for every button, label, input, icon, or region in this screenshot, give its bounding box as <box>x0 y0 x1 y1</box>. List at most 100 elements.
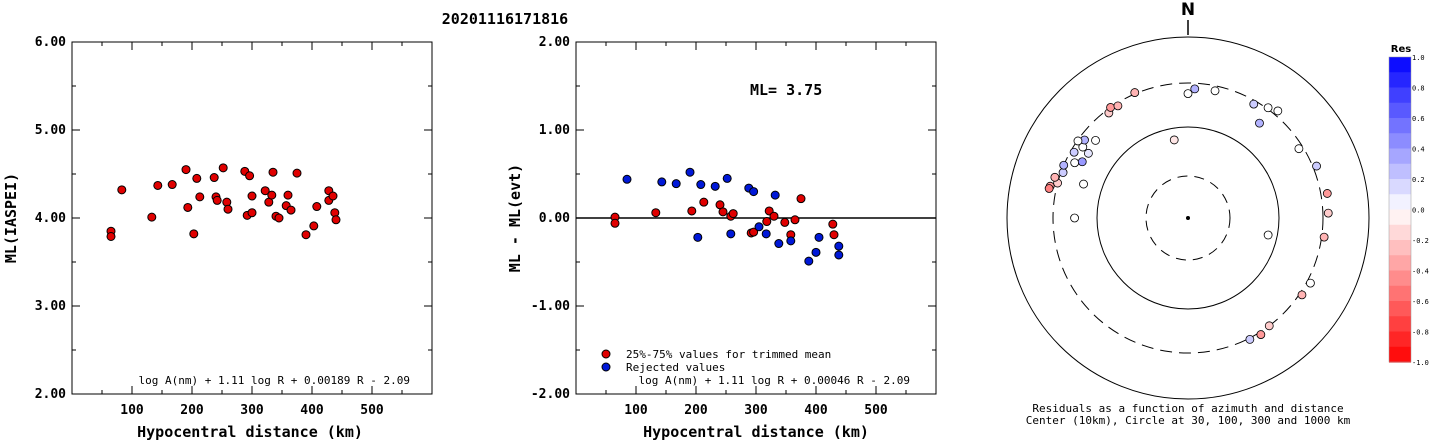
data-point <box>167 180 177 190</box>
colorbar-tick-label: 0.8 <box>1412 85 1425 93</box>
x-tick-label: 500 <box>864 403 888 418</box>
colorbar-tick-label: -1.0 <box>1412 359 1429 367</box>
station-marker <box>1264 321 1274 331</box>
colorbar-cell <box>1389 118 1411 134</box>
station-marker <box>1319 232 1329 242</box>
colorbar-cell <box>1389 255 1411 272</box>
legend-label-trimmed: 25%-75% values for trimmed mean <box>626 348 831 361</box>
colorbar-cell <box>1389 240 1411 256</box>
colorbar-tick-label: 0.0 <box>1412 207 1425 215</box>
data-point <box>749 227 759 237</box>
legend-label-rejected: Rejected values <box>626 361 725 374</box>
data-point <box>749 187 759 197</box>
data-point <box>687 206 697 216</box>
ring-30km <box>1145 175 1231 261</box>
data-point <box>811 247 821 257</box>
polar-residual-plot: N Residuals as a function of azimuth and… <box>1006 0 1370 427</box>
data-point <box>769 211 779 221</box>
data-point <box>699 197 709 207</box>
data-point <box>651 208 661 218</box>
colorbar-cell <box>1389 224 1411 241</box>
ring-300km <box>1052 82 1324 354</box>
y-tick-label: 3.00 <box>35 299 66 314</box>
station-marker <box>1294 144 1304 154</box>
station-marker <box>1044 184 1054 193</box>
x-tick-label: 400 <box>804 403 828 418</box>
station-marker <box>1256 330 1266 339</box>
colorbar-tick-label: -0.2 <box>1412 237 1429 245</box>
data-point <box>693 232 703 242</box>
caption-line-2: Center (10km), Circle at 30, 100, 300 an… <box>1026 414 1351 427</box>
station-marker <box>1077 157 1087 167</box>
station-marker <box>1079 179 1088 189</box>
y-tick-label: 5.00 <box>35 123 66 138</box>
colorbar-tick-label: -0.6 <box>1412 298 1429 306</box>
colorbar-cell <box>1389 87 1411 104</box>
y-tick-label: 4.00 <box>35 211 66 226</box>
data-point <box>814 232 824 242</box>
colorbar-cell <box>1389 285 1411 302</box>
colorbar-cell <box>1389 179 1411 195</box>
data-point <box>770 190 780 200</box>
x-tick-label: 400 <box>300 403 324 418</box>
colorbar-cell <box>1389 301 1411 317</box>
x-tick-label: 200 <box>180 403 204 418</box>
data-point <box>312 202 322 212</box>
colorbar-cell <box>1389 163 1411 180</box>
x-tick-label: 300 <box>744 403 768 418</box>
colorbar-tick-label: 0.4 <box>1412 146 1425 154</box>
colorbar: Res 1.0 0.8 0.6 0.4 0.2 0.0 -0.2 -0.4 -0.6 -0.8 -1… <box>1388 44 1429 367</box>
data-point <box>829 230 839 240</box>
plot-frame <box>71 41 433 395</box>
data-point <box>834 241 844 251</box>
colorbar-tick-label: -0.8 <box>1412 329 1429 337</box>
ml-annotation: ML= 3.75 <box>750 81 822 99</box>
colorbar-cell <box>1389 316 1411 333</box>
data-point <box>828 219 838 229</box>
station-marker <box>1263 103 1273 113</box>
data-point <box>195 192 205 202</box>
center-dot <box>1186 216 1190 220</box>
station-marker <box>1322 189 1332 198</box>
station-marker <box>1263 230 1273 240</box>
data-point <box>218 163 228 173</box>
page-title: 20201116171816 <box>442 10 568 28</box>
station-marker <box>1091 136 1100 145</box>
station-marker <box>1312 161 1321 171</box>
colorbar-tick-label: -0.4 <box>1412 268 1429 276</box>
data-point <box>267 190 277 200</box>
x-tick-label: 100 <box>624 403 648 418</box>
data-point <box>192 173 202 183</box>
data-point <box>260 186 270 196</box>
data-point <box>671 179 681 189</box>
y-tick-label: -2.00 <box>531 387 570 402</box>
north-label: N <box>1181 0 1195 20</box>
outer-circle <box>1006 36 1370 400</box>
colorbar-cell <box>1389 209 1411 226</box>
data-point <box>117 185 127 195</box>
station-marker <box>1273 106 1283 116</box>
station-marker <box>1210 86 1220 96</box>
colorbar-cell <box>1389 270 1411 287</box>
colorbar-cell <box>1389 72 1411 89</box>
data-point <box>710 181 720 191</box>
data-point <box>780 217 790 227</box>
colorbar-cell <box>1389 331 1411 348</box>
colorbar-title: Res <box>1391 44 1411 55</box>
data-point <box>268 167 278 177</box>
data-point <box>696 180 706 190</box>
caption-line-1: Residuals as a function of azimuth and d… <box>1032 402 1343 415</box>
legend-marker-trimmed <box>601 349 611 359</box>
x-tick-label: 100 <box>120 403 144 418</box>
data-point <box>181 165 191 175</box>
colorbar-cell <box>1389 346 1411 363</box>
data-point <box>796 194 806 204</box>
data-point <box>685 167 695 177</box>
data-point <box>309 221 319 231</box>
residual-distance-plot: 100 200 300 400 500 -2.00 -1.00 0.00 1.00 2.00 ML… <box>506 35 937 441</box>
data-point <box>804 256 814 266</box>
station-marker <box>1323 208 1333 218</box>
data-point <box>786 236 796 246</box>
